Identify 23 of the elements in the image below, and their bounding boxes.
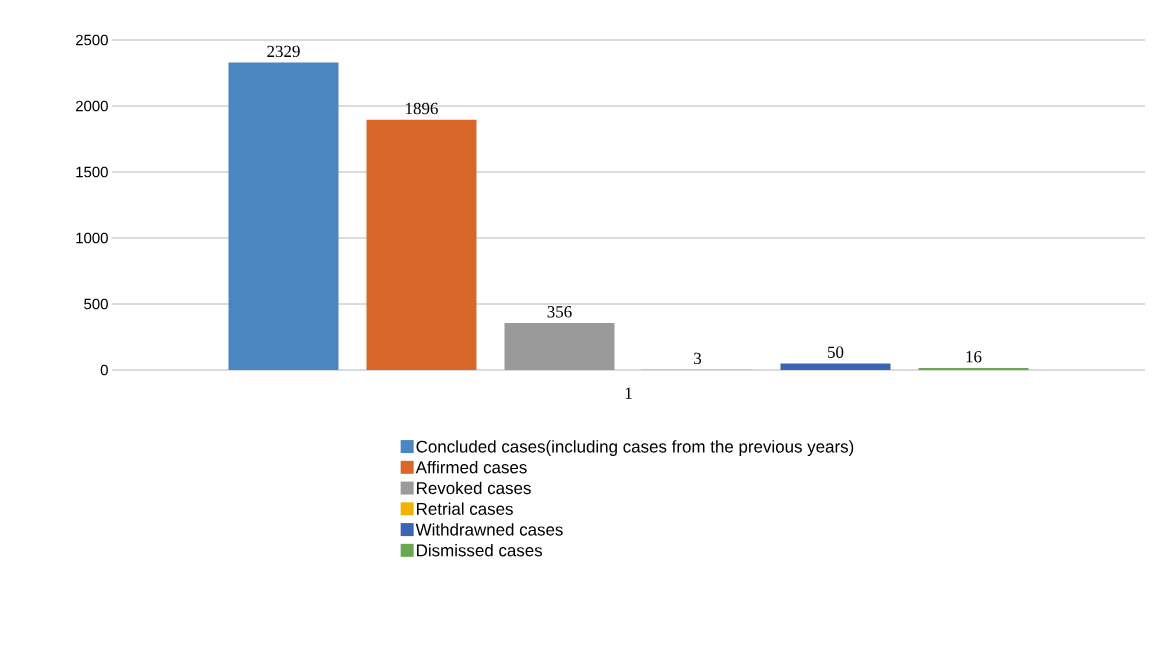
legend-label: Retrial cases [417,502,513,515]
data-label: 1896 [406,102,438,115]
bar [366,119,477,371]
data-label: 50 [828,346,844,358]
bar [918,367,1029,371]
legend-label: Revoked cases [417,481,531,495]
legend-label: Affirmed cases [415,460,527,474]
data-label: 2329 [267,45,300,58]
legend-label: Dismissed cases [417,543,543,557]
y-tick-label: 500 [84,298,108,310]
y-tick-label: 0 [100,364,108,376]
data-label: 356 [547,306,572,318]
bar [228,62,339,371]
y-tick-label: 2500 [75,34,108,46]
x-tick-label: 1 [625,387,632,399]
data-label: 3 [694,352,702,365]
bar [780,363,891,371]
legend-label: Concluded cases(including cases from the previous years) [416,440,854,456]
legend-label: Withdrawned cases [415,523,563,536]
y-tick-label: 1000 [76,232,108,244]
data-label: 16 [966,350,982,363]
y-tick-label: 2000 [75,100,108,112]
y-tick-label: 1500 [76,166,108,178]
